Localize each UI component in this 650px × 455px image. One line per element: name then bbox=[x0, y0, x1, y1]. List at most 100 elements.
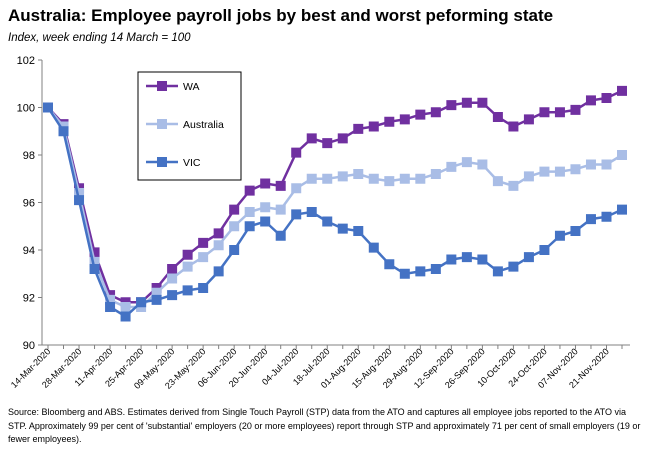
data-point-australia bbox=[306, 173, 317, 184]
data-point-australia bbox=[477, 159, 488, 170]
data-point-vic bbox=[554, 230, 565, 241]
data-point-wa bbox=[229, 204, 240, 215]
data-point-australia bbox=[74, 188, 85, 198]
data-point-wa bbox=[337, 133, 348, 144]
legend-label-wa: WA bbox=[183, 81, 200, 93]
data-point-vic bbox=[120, 311, 131, 322]
data-point-vic bbox=[74, 195, 85, 206]
data-point-wa bbox=[585, 95, 596, 106]
data-point-vic bbox=[523, 252, 534, 263]
y-tick-label: 94 bbox=[23, 245, 35, 257]
data-point-wa bbox=[570, 104, 581, 115]
data-point-australia bbox=[337, 171, 348, 182]
data-point-wa bbox=[260, 178, 271, 189]
data-point-vic bbox=[43, 102, 53, 113]
data-point-australia bbox=[260, 202, 271, 213]
data-point-wa bbox=[554, 107, 565, 118]
legend-marker-vic bbox=[157, 157, 167, 167]
data-point-australia bbox=[461, 157, 472, 168]
data-point-vic bbox=[213, 266, 224, 277]
data-point-wa bbox=[322, 138, 333, 149]
data-point-australia bbox=[368, 173, 379, 184]
data-point-vic bbox=[322, 216, 333, 227]
data-point-australia bbox=[554, 166, 565, 177]
y-tick-label: 90 bbox=[23, 340, 35, 352]
data-point-vic bbox=[368, 242, 379, 253]
data-point-australia bbox=[244, 207, 255, 217]
data-point-wa bbox=[182, 249, 193, 260]
source-note: Source: Bloomberg and ABS. Estimates der… bbox=[8, 407, 641, 444]
data-point-vic bbox=[306, 207, 317, 217]
data-point-vic bbox=[229, 245, 240, 255]
data-point-australia bbox=[430, 169, 441, 179]
data-point-vic bbox=[399, 268, 410, 279]
y-tick-label: 92 bbox=[23, 293, 35, 305]
y-tick-label: 96 bbox=[23, 198, 35, 210]
data-point-australia bbox=[523, 171, 534, 182]
data-point-vic bbox=[260, 216, 271, 227]
data-point-australia bbox=[229, 221, 240, 232]
data-point-australia bbox=[198, 252, 209, 263]
data-point-australia bbox=[384, 176, 395, 187]
data-point-wa bbox=[461, 97, 472, 108]
data-point-australia bbox=[353, 169, 364, 179]
data-point-australia bbox=[182, 261, 193, 272]
data-point-vic bbox=[461, 252, 472, 263]
data-point-vic bbox=[182, 285, 193, 296]
data-point-wa bbox=[167, 264, 178, 274]
line-chart: 909294969810010214-Mar-202028-Mar-202011… bbox=[9, 55, 630, 391]
data-point-vic bbox=[492, 266, 503, 277]
data-point-wa bbox=[446, 100, 457, 111]
data-point-australia bbox=[617, 150, 627, 160]
data-point-vic bbox=[384, 259, 395, 270]
data-point-vic bbox=[105, 302, 116, 312]
data-point-wa bbox=[601, 93, 612, 103]
data-point-wa bbox=[508, 121, 519, 132]
data-point-wa bbox=[368, 121, 379, 132]
data-point-vic bbox=[585, 214, 596, 225]
data-point-wa bbox=[291, 147, 302, 158]
data-point-australia bbox=[322, 173, 333, 184]
data-point-vic bbox=[167, 290, 178, 301]
data-point-wa bbox=[539, 107, 550, 118]
data-point-australia bbox=[291, 183, 302, 194]
data-point-wa bbox=[213, 228, 224, 239]
data-point-wa bbox=[415, 109, 426, 120]
data-point-vic bbox=[430, 264, 441, 274]
series-line-vic bbox=[46, 106, 623, 319]
y-tick-label: 102 bbox=[17, 55, 35, 67]
legend-marker-wa bbox=[157, 81, 167, 91]
data-point-australia bbox=[601, 159, 612, 170]
data-point-australia bbox=[570, 164, 581, 175]
data-point-australia bbox=[89, 256, 100, 267]
y-tick-label: 98 bbox=[23, 150, 35, 162]
series-line-australia bbox=[47, 106, 623, 309]
data-point-wa bbox=[430, 107, 441, 118]
data-point-wa bbox=[523, 114, 534, 125]
legend-label-vic: VIC bbox=[183, 157, 201, 169]
chart-subtitle: Index, week ending 14 March = 100 bbox=[8, 32, 191, 44]
data-point-vic bbox=[275, 230, 286, 241]
data-point-australia bbox=[167, 273, 178, 284]
data-point-vic bbox=[617, 204, 627, 215]
data-point-vic bbox=[244, 221, 255, 232]
data-point-vic bbox=[136, 297, 147, 308]
data-point-vic bbox=[415, 266, 426, 277]
legend-label-australia: Australia bbox=[183, 119, 224, 131]
data-point-vic bbox=[151, 294, 162, 305]
data-point-australia bbox=[492, 176, 503, 187]
data-point-wa bbox=[477, 97, 488, 108]
data-point-vic bbox=[89, 264, 100, 274]
series-line-wa bbox=[47, 89, 623, 304]
data-point-wa bbox=[275, 180, 286, 191]
data-point-wa bbox=[384, 116, 395, 127]
data-point-wa bbox=[399, 114, 410, 125]
data-point-wa bbox=[617, 85, 627, 96]
data-point-wa bbox=[353, 123, 364, 134]
y-tick-label: 100 bbox=[17, 103, 35, 115]
data-point-australia bbox=[508, 180, 519, 191]
data-point-australia bbox=[213, 240, 224, 251]
data-point-vic bbox=[477, 254, 488, 265]
legend-marker-australia bbox=[157, 119, 167, 129]
data-point-australia bbox=[446, 161, 457, 172]
